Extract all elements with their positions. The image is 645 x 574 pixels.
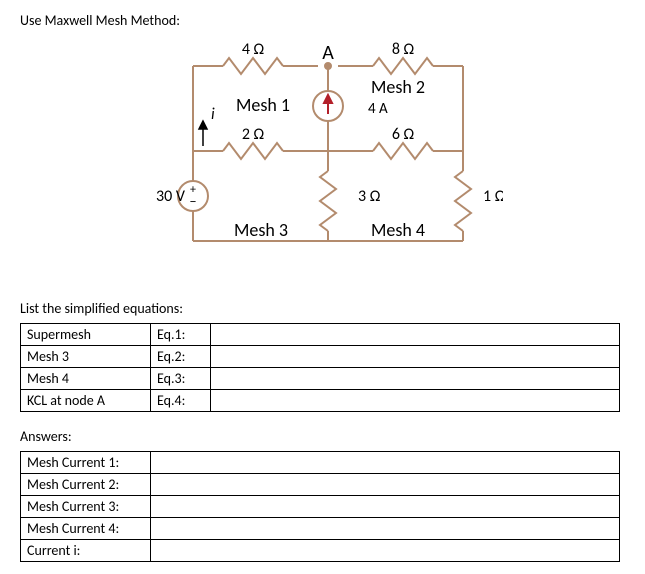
ans-row-val — [151, 540, 620, 562]
table-row: Supermesh Eq.1: — [21, 324, 620, 346]
table-row: KCL at node A Eq.4: — [21, 390, 620, 412]
answers-section-title: Answers: — [20, 428, 625, 445]
mesh1-label: Mesh 1 — [235, 94, 289, 116]
ans-row-name: Mesh Current 1: — [21, 452, 151, 474]
mesh2-label: Mesh 2 — [370, 76, 424, 98]
ans-row-val — [151, 474, 620, 496]
ans-row-name: Mesh Current 4: — [21, 518, 151, 540]
eq-row-name: Mesh 3 — [21, 346, 151, 368]
r-3ohm-label: 3 Ω — [358, 187, 381, 206]
eq-row-val — [211, 390, 620, 412]
ans-row-name: Current i: — [21, 540, 151, 562]
table-row: Mesh Current 2: — [21, 474, 620, 496]
table-row: Mesh Current 4: — [21, 518, 620, 540]
eq-row-name: KCL at node A — [21, 390, 151, 412]
eq-row-val — [211, 346, 620, 368]
node-a-label: A — [322, 41, 334, 65]
eq-row-name: Supermesh — [21, 324, 151, 346]
mesh4-label: Mesh 4 — [370, 219, 424, 241]
table-row: Current i: — [21, 540, 620, 562]
ans-row-val — [151, 518, 620, 540]
ans-row-name: Mesh Current 3: — [21, 496, 151, 518]
equations-section-title: List the simplified equations: — [20, 300, 625, 317]
eq-row-val — [211, 324, 620, 346]
r-8ohm-label: 8 Ω — [391, 41, 414, 59]
current-i-label: i — [211, 105, 215, 124]
ans-row-val — [151, 452, 620, 474]
r-1ohm-label: 1 Ω — [483, 187, 503, 206]
instruction-text: Use Maxwell Mesh Method: — [20, 12, 625, 29]
eq-row-eq: Eq.2: — [151, 346, 211, 368]
table-row: Mesh 3 Eq.2: — [21, 346, 620, 368]
v-source-label: 30 V — [156, 187, 186, 206]
ans-row-name: Mesh Current 2: — [21, 474, 151, 496]
answers-table: Mesh Current 1: Mesh Current 2: Mesh Cur… — [20, 451, 620, 562]
eq-row-eq: Eq.3: — [151, 368, 211, 390]
ans-row-val — [151, 496, 620, 518]
eq-row-name: Mesh 4 — [21, 368, 151, 390]
r-2ohm-label: 2 Ω — [241, 125, 264, 144]
table-row: Mesh 4 Eq.3: — [21, 368, 620, 390]
eq-row-eq: Eq.1: — [151, 324, 211, 346]
r-4ohm-label: 4 Ω — [241, 41, 264, 59]
eq-row-eq: Eq.4: — [151, 390, 211, 412]
r-6ohm-label: 6 Ω — [391, 125, 414, 144]
equations-table: Supermesh Eq.1: Mesh 3 Eq.2: Mesh 4 Eq.3… — [20, 323, 620, 412]
table-row: Mesh Current 3: — [21, 496, 620, 518]
mesh3-label: Mesh 3 — [233, 219, 287, 241]
eq-row-val — [211, 368, 620, 390]
i-source-label: 4 A — [368, 100, 388, 118]
table-row: Mesh Current 1: — [21, 452, 620, 474]
circuit-diagram: + − 4 Ω A 8 Ω Mesh 2 Mesh 1 4 A 2 Ω 6 Ω … — [20, 41, 625, 280]
svg-text:−: − — [189, 193, 196, 210]
